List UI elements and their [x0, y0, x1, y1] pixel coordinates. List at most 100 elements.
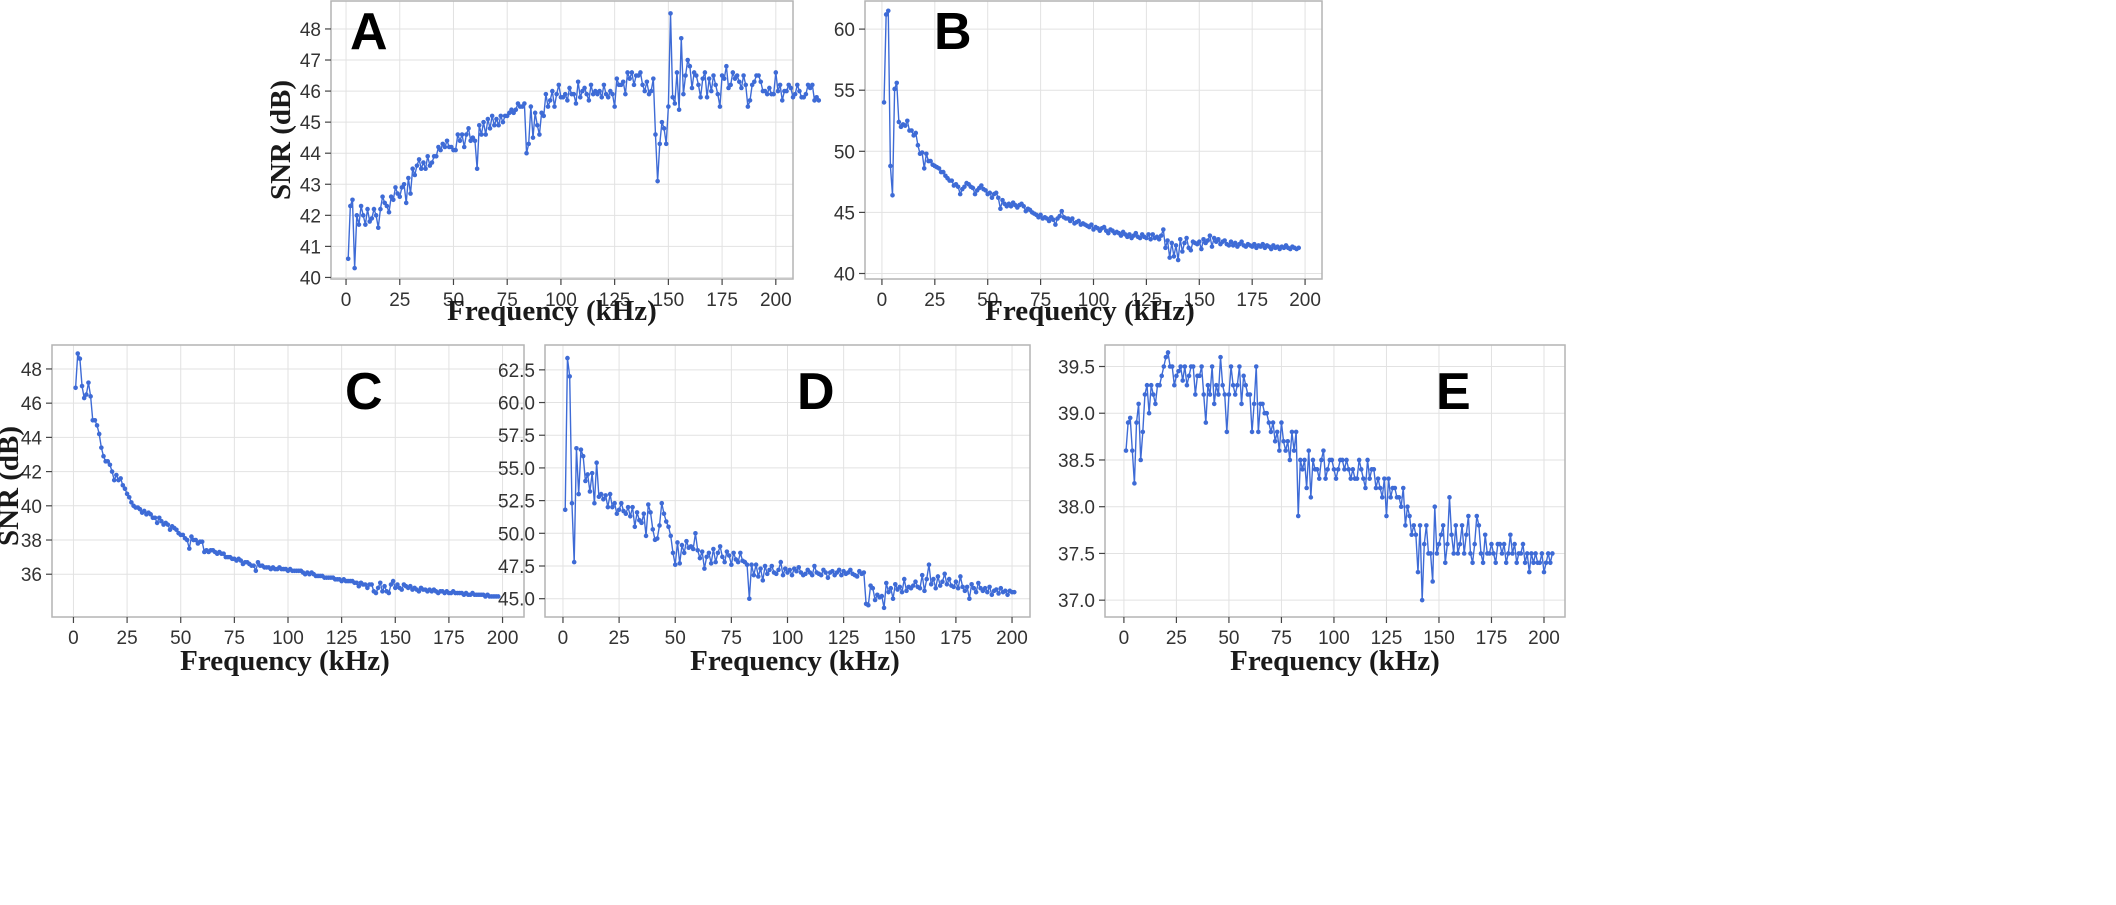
- panel-a-point-121: [605, 94, 611, 100]
- panel-e-point-104: [1342, 467, 1347, 472]
- panel-d-point-64: [706, 550, 712, 556]
- panel-a-point-125: [614, 76, 620, 81]
- panel-a-point-105: [571, 91, 577, 97]
- panel-d-point-100: [787, 567, 793, 573]
- panel-b-xtick-label-7: 175: [1236, 290, 1268, 311]
- panel-e-plot-frame: [1104, 344, 1566, 618]
- panel-c-point-197: [495, 594, 501, 599]
- panel-e-point-195: [1533, 551, 1538, 556]
- panel-d-point-38: [648, 510, 653, 515]
- panel-c-xtick-label-8: 200: [487, 628, 519, 649]
- panel-e-point-107: [1348, 476, 1354, 481]
- panel-b-ytick-label-0: 40: [834, 265, 855, 286]
- panel-b-xtick-label-0: 0: [877, 290, 888, 311]
- panel-b-point-98: [1089, 222, 1094, 227]
- panel-e-xtick-label-0: 0: [1119, 628, 1130, 649]
- panel-e-point-192: [1526, 569, 1532, 575]
- panel-a-point-3: [352, 265, 357, 271]
- panel-d-point-85: [753, 562, 759, 567]
- panel-d-point-150: [899, 589, 905, 595]
- panel-c-point-13: [101, 453, 106, 459]
- panel-b-point-134: [1165, 238, 1170, 243]
- panel-e-point-62: [1253, 364, 1259, 369]
- panel-a-point-41: [433, 154, 439, 159]
- panel-d-point-169: [942, 571, 947, 577]
- panel-c-point-22: [120, 482, 126, 488]
- panel-a-point-96: [552, 104, 557, 109]
- panel-b-point-143: [1184, 235, 1189, 241]
- panel-e-point-201: [1545, 551, 1551, 556]
- panel-e-point-57: [1243, 382, 1249, 388]
- panel-b-point-150: [1199, 246, 1204, 252]
- panel-e-point-125: [1386, 476, 1391, 481]
- panel-c-point-50: [180, 532, 186, 538]
- panel-a-point-186: [745, 104, 751, 109]
- panel-e-point-5: [1134, 420, 1139, 425]
- panel-a-point-113: [588, 82, 594, 88]
- panel-d-point-16: [598, 491, 604, 497]
- panel-b-point-43: [972, 191, 978, 197]
- panel-a-point-18: [384, 203, 390, 209]
- panel-a-point-83: [524, 150, 529, 156]
- panel-d-point-7: [578, 447, 584, 452]
- panel-c-point-40: [159, 518, 164, 524]
- panel-d-point-170: [944, 582, 950, 587]
- panel-a-point-110: [582, 85, 587, 91]
- panel-d-point-168: [940, 579, 945, 584]
- panel-e-point-12: [1148, 382, 1154, 388]
- panel-e-point-103: [1340, 457, 1345, 463]
- panel-c-point-4: [81, 395, 87, 401]
- panel-d-point-74: [729, 562, 734, 567]
- panel-e-point-123: [1382, 476, 1387, 481]
- panel-e-point-41: [1209, 364, 1215, 369]
- panel-d-point-164: [931, 576, 936, 582]
- panel-e-point-20: [1165, 350, 1171, 355]
- panel-a-series-line: [347, 12, 820, 269]
- panel-d-point-73: [726, 553, 732, 558]
- panel-b-letter: B: [934, 3, 972, 61]
- panel-d-point-18: [603, 493, 608, 498]
- panel-e-xtick-label-8: 200: [1528, 628, 1560, 649]
- panel-d-point-68: [715, 550, 721, 556]
- panel-e-point-184: [1510, 551, 1515, 556]
- panel-d-point-2: [567, 374, 572, 379]
- panel-a-point-55: [464, 132, 469, 137]
- panel-a-point-30: [410, 166, 415, 172]
- panel-e-ytick-label-2: 38.0: [1058, 498, 1095, 519]
- panel-e-point-116: [1367, 476, 1372, 481]
- panel-d-point-44: [661, 511, 667, 516]
- panel-d-ytick-label-4: 55.0: [498, 459, 535, 480]
- panel-e-point-17: [1159, 373, 1165, 379]
- panel-b-point-84: [1059, 208, 1065, 214]
- panel-a-point-45: [442, 144, 448, 150]
- panel-e-point-157: [1453, 523, 1459, 528]
- panel-d-point-156: [913, 579, 918, 584]
- panel-a-point-4: [354, 213, 360, 218]
- panel-b-point-50: [987, 190, 993, 196]
- panel-a-point-82: [522, 101, 527, 106]
- panel-e-xtick-label-6: 150: [1423, 628, 1455, 649]
- panel-b-point-145: [1188, 247, 1194, 253]
- panel-a-point-189: [752, 79, 757, 85]
- panel-d-point-155: [910, 583, 916, 588]
- panel-d-point-72: [724, 549, 730, 554]
- panel-c-point-11: [96, 431, 102, 437]
- panel-e-point-176: [1493, 560, 1498, 566]
- panel-e-point-14: [1153, 401, 1158, 407]
- panel-b-point-196: [1296, 245, 1302, 251]
- panel-a-point-178: [728, 82, 733, 88]
- panel-d-point-95: [776, 567, 781, 573]
- panel-c-point-146: [386, 590, 392, 596]
- panel-d-point-21: [610, 504, 615, 510]
- panel-e-point-94: [1321, 448, 1326, 453]
- panel-a-point-36: [423, 166, 428, 172]
- panel-a-ytick-label-7: 47: [300, 51, 321, 72]
- panel-d-point-197: [1005, 592, 1010, 598]
- panel-e-point-178: [1497, 541, 1503, 547]
- panel-e-point-51: [1230, 382, 1236, 388]
- panel-c-point-26: [129, 500, 134, 505]
- panel-d-point-101: [789, 572, 795, 578]
- panel-b-point-51: [989, 195, 995, 201]
- panel-b-point-5: [892, 86, 897, 92]
- panel-b-point-16: [915, 142, 921, 148]
